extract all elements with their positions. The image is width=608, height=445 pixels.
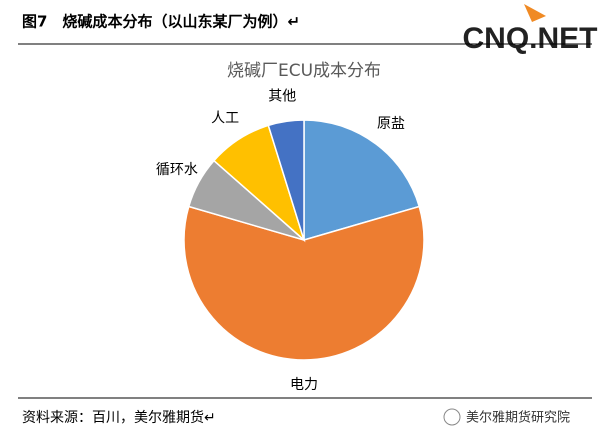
figure-title: 图7 烧碱成本分布（以山东某厂为例）↵ [22, 13, 300, 31]
wechat-icon [443, 408, 461, 426]
slice-label: 人工 [211, 110, 239, 126]
brand: 美尔雅期货研究院 [466, 410, 570, 426]
slice-label: 其他 [268, 89, 296, 105]
slice-label: 电力 [290, 377, 318, 393]
source: 资料来源：百川，美尔雅期货↵ [22, 409, 216, 426]
slice-label: 循环水 [156, 162, 198, 178]
pie-slice [183, 205, 425, 361]
logo: CNQ.NET [463, 22, 598, 55]
pie-slice [303, 119, 421, 241]
slice-label: 原盐 [377, 116, 405, 132]
pie-slice [267, 119, 305, 241]
logo-mark [524, 4, 546, 22]
chart-title: 烧碱厂ECU成本分布 [227, 61, 381, 81]
